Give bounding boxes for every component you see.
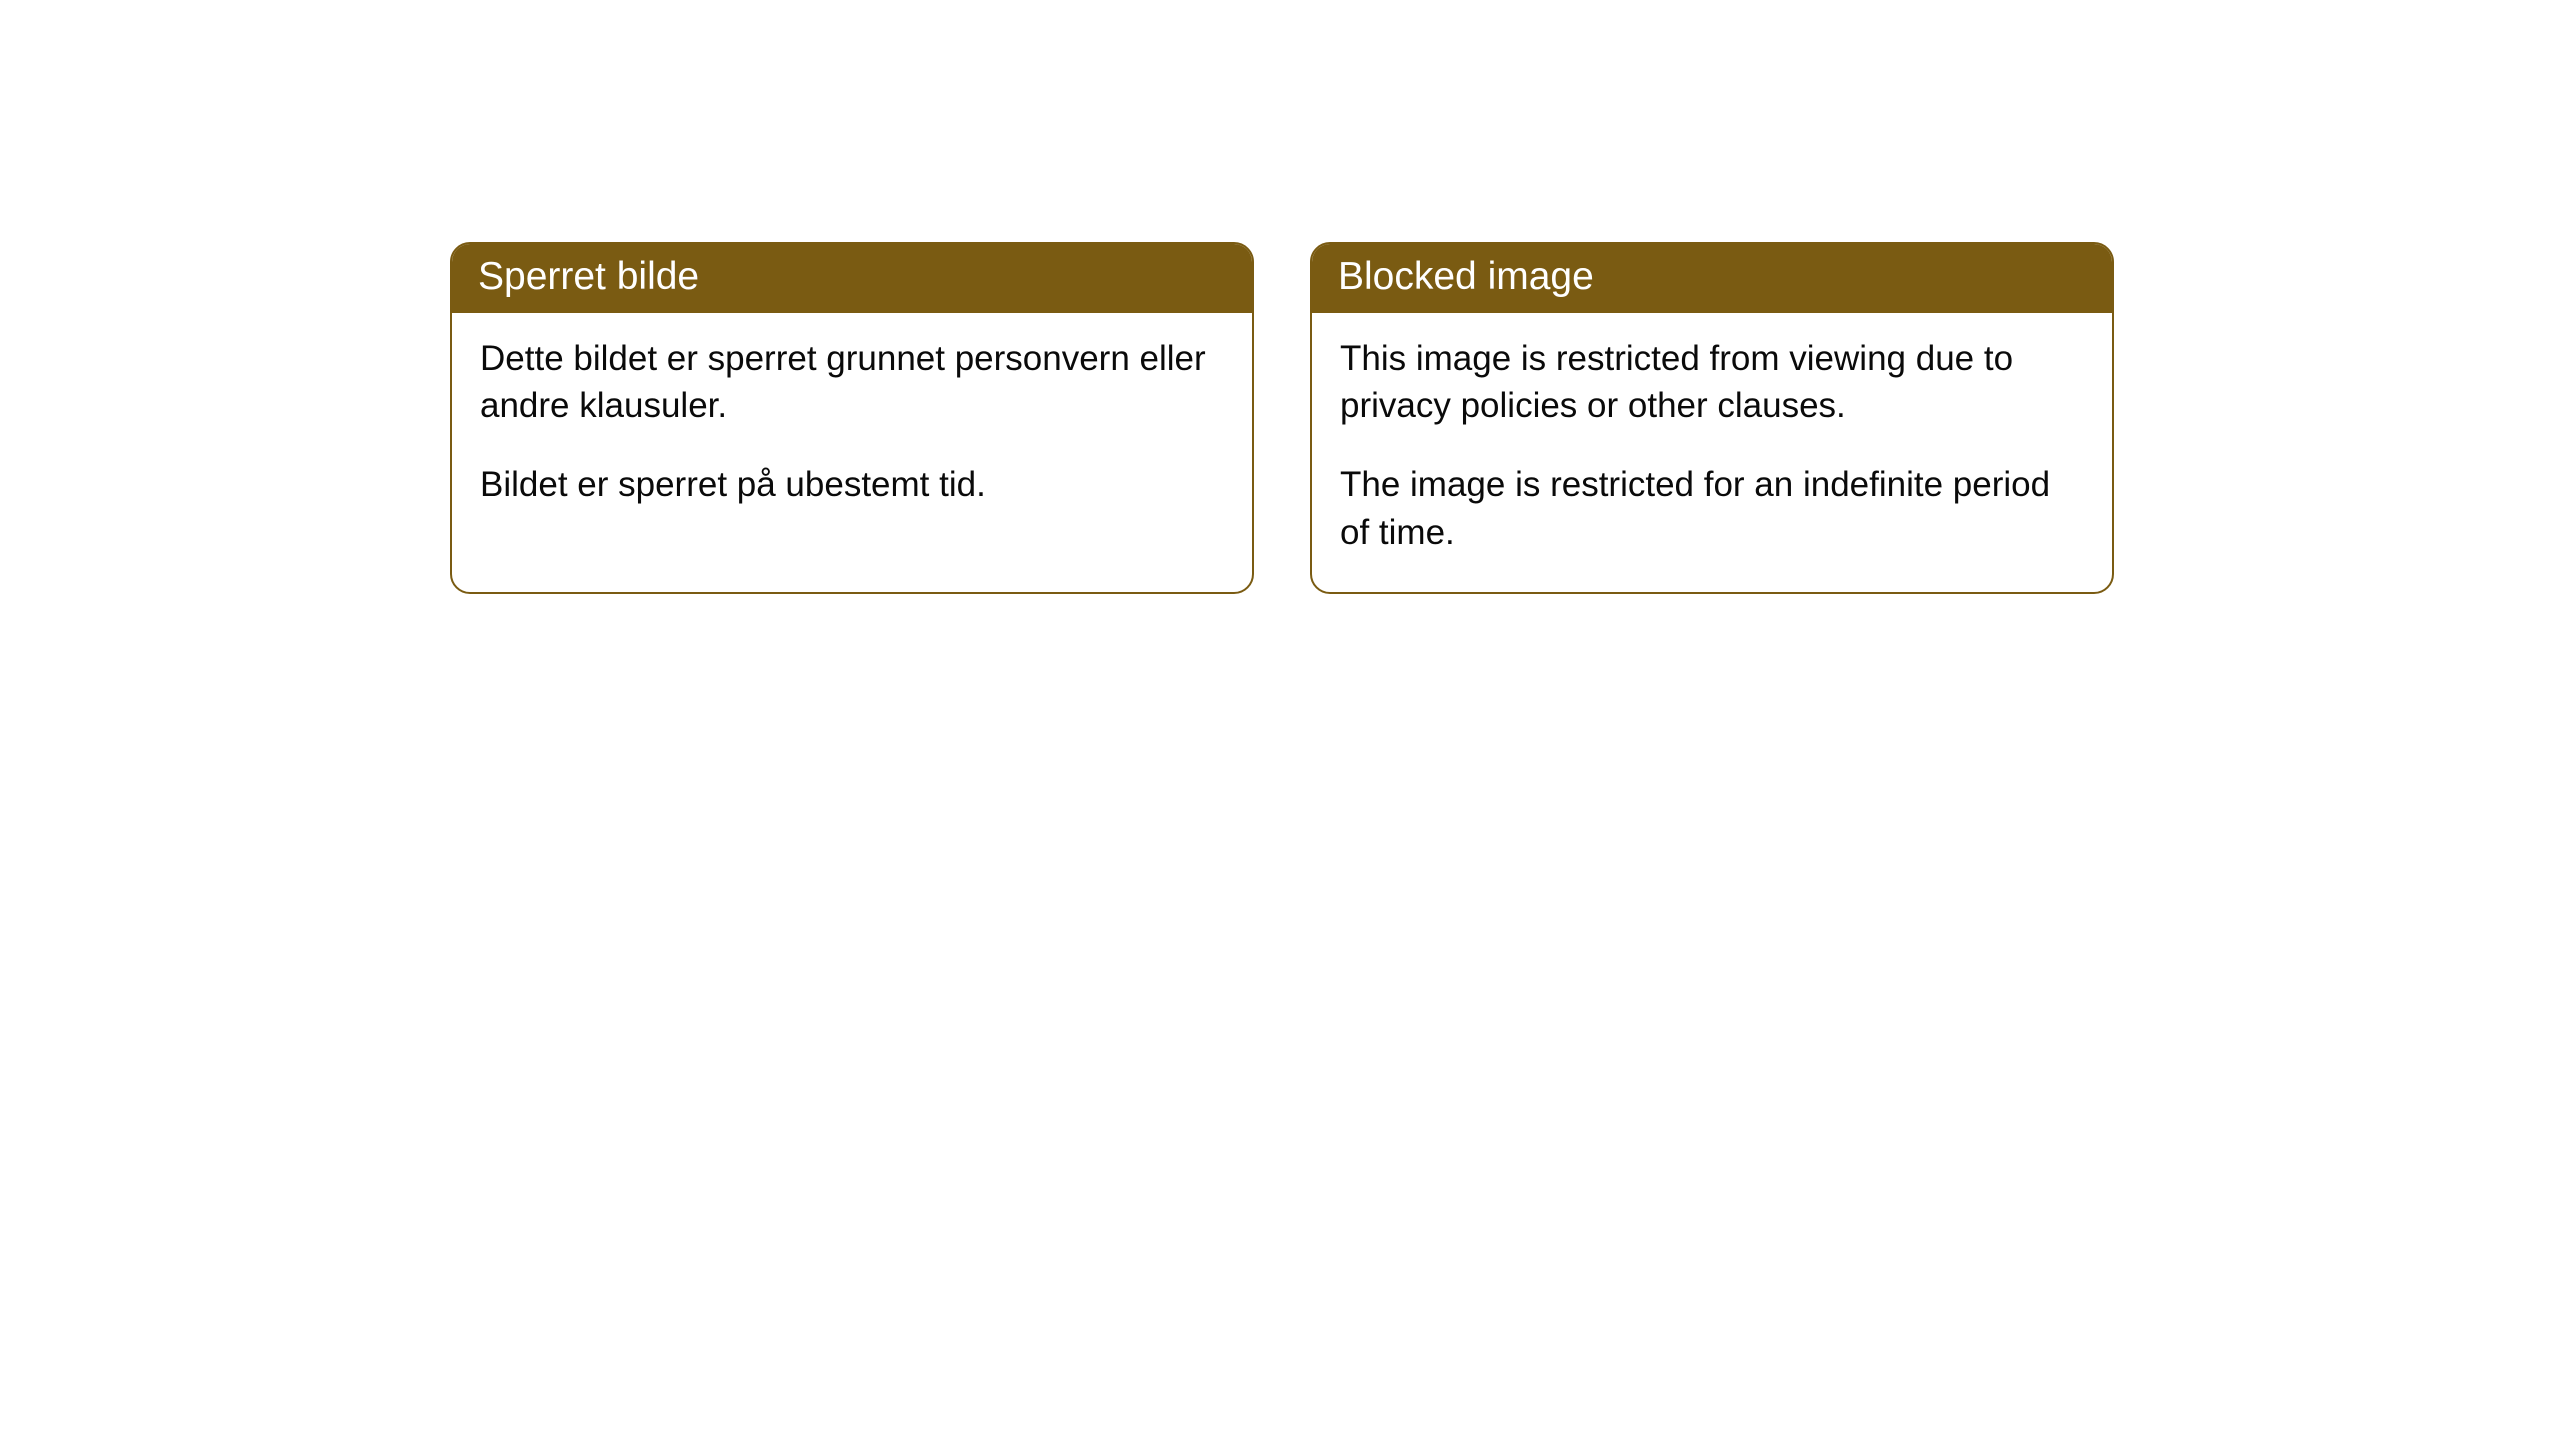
blocked-image-card-en: Blocked image This image is restricted f…: [1310, 242, 2114, 594]
cards-container: Sperret bilde Dette bildet er sperret gr…: [450, 242, 2114, 594]
card-paragraph: The image is restricted for an indefinit…: [1340, 461, 2084, 556]
blocked-image-card-no: Sperret bilde Dette bildet er sperret gr…: [450, 242, 1254, 594]
card-paragraph: This image is restricted from viewing du…: [1340, 335, 2084, 430]
card-header: Sperret bilde: [452, 244, 1252, 313]
card-header: Blocked image: [1312, 244, 2112, 313]
card-paragraph: Dette bildet er sperret grunnet personve…: [480, 335, 1224, 430]
card-body: This image is restricted from viewing du…: [1312, 313, 2112, 592]
card-body: Dette bildet er sperret grunnet personve…: [452, 313, 1252, 545]
card-paragraph: Bildet er sperret på ubestemt tid.: [480, 461, 1224, 508]
